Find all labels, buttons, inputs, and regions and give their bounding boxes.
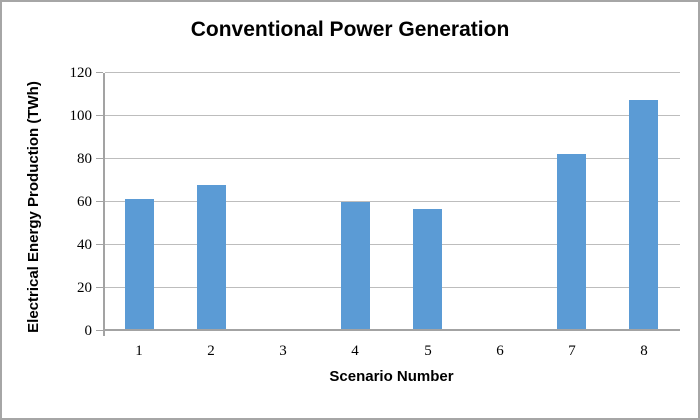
chart-title: Conventional Power Generation [190,18,510,41]
x-axis-tick-label: 4 [351,343,359,359]
x-axis-tick-label: 8 [640,343,648,359]
y-axis-tick-mark [96,115,103,116]
y-axis-tick-label: 40 [77,237,92,253]
y-axis-tick-label: 80 [77,151,92,167]
x-axis-title: Scenario Number [329,368,454,385]
y-axis-tick-label: 120 [69,65,93,81]
x-axis-tick-label: 7 [568,343,576,359]
bar [341,202,370,329]
x-axis-tick-label: 5 [424,343,432,359]
gridline [105,115,680,116]
y-axis-tick-mark [96,244,103,245]
y-axis-tick-mark [96,201,103,202]
x-axis-tick-label: 1 [135,343,143,359]
gridline [105,201,680,202]
y-axis-tick-label: 60 [77,194,92,210]
y-axis-tick-mark [96,287,103,288]
plot-area [103,72,680,331]
y-axis-tick-label: 0 [84,323,93,339]
bar [125,199,154,329]
y-axis-tick-label: 100 [69,108,93,124]
gridline [105,72,680,73]
y-axis-foot-tick [103,331,105,336]
gridline [105,244,680,245]
y-axis-tick-mark [96,330,103,331]
bar [629,100,658,329]
bar [413,209,442,329]
y-axis-tick-mark [96,72,103,73]
bar [197,185,226,329]
y-axis-tick-mark [96,158,103,159]
gridline [105,287,680,288]
x-axis-tick-label: 2 [207,343,215,359]
gridline [105,158,680,159]
bar [557,154,586,329]
y-axis-tick-label: 20 [77,280,92,296]
x-axis-tick-label: 6 [496,343,504,359]
x-axis-tick-label: 3 [279,343,287,359]
